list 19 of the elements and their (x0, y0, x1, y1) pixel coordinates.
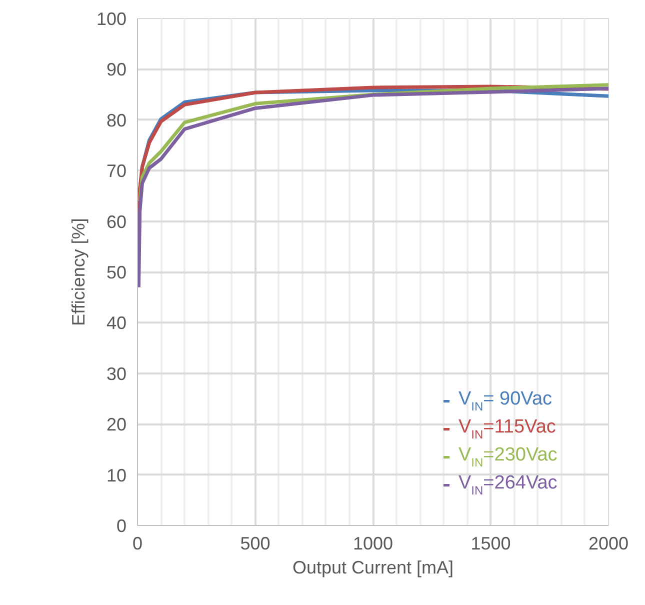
y-tick-label: 50 (106, 262, 127, 282)
y-tick-label: 100 (96, 9, 127, 29)
x-tick-label: 1000 (352, 534, 394, 554)
y-tick-label: 90 (106, 60, 127, 80)
y-tick-label: 0 (116, 516, 127, 536)
x-axis-title: Output Current [mA] (292, 558, 454, 578)
y-tick-label: 10 (106, 465, 127, 486)
x-tick-label: 2000 (588, 534, 629, 554)
y-tick-label: 80 (106, 110, 127, 130)
y-axis-title: Efficiency [%] (68, 218, 88, 326)
y-tick-label: 70 (106, 161, 127, 182)
y-tick-label: 60 (106, 212, 127, 232)
x-tick-label: 0 (132, 534, 143, 554)
y-tick-label: 30 (106, 364, 127, 384)
x-tick-label: 1500 (470, 534, 511, 554)
line-series (138, 86, 608, 289)
x-tick-label: 500 (240, 534, 270, 554)
y-tick-label: 20 (106, 414, 127, 435)
y-tick-label: 40 (106, 313, 127, 334)
